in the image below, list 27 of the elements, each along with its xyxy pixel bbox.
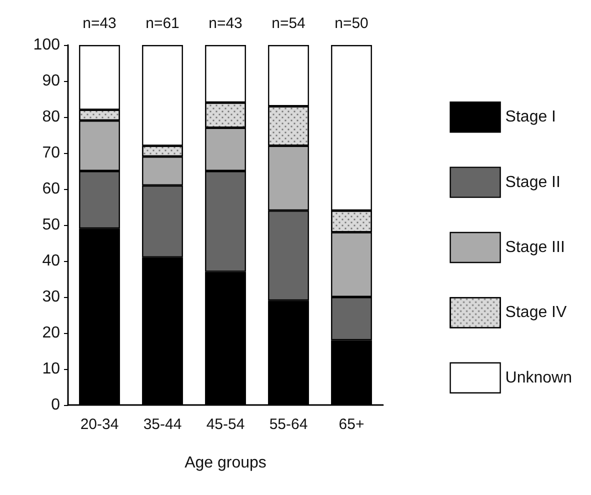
y-tick-label: 50 <box>42 216 60 234</box>
legend-label: Stage IV <box>505 304 567 322</box>
y-tick-label: 80 <box>42 108 60 126</box>
x-tick-label: 20-34 <box>80 416 119 433</box>
legend-label: Stage II <box>505 174 560 191</box>
y-tick-label: 10 <box>42 360 60 378</box>
x-tick-label: 35-44 <box>143 416 182 433</box>
x-tick-label: 55-64 <box>269 416 308 433</box>
y-tick-label: 40 <box>42 252 60 270</box>
y-tick-label: 20 <box>42 324 60 342</box>
annotation: n=43 <box>82 15 116 32</box>
annotation: n=54 <box>272 15 306 32</box>
legend-label: Stage III <box>505 239 565 256</box>
legend-label: Stage I <box>505 108 556 126</box>
y-tick-label: 100 <box>33 36 60 54</box>
annotation: n=43 <box>208 15 242 32</box>
x-axis-title: Age groups <box>184 454 266 472</box>
legend-label: Unknown <box>505 369 572 386</box>
y-tick-label: 60 <box>42 180 60 198</box>
x-tick-label: 65+ <box>338 416 364 433</box>
y-tick-label: 30 <box>42 288 60 306</box>
y-tick-label: 70 <box>42 144 60 162</box>
y-tick-label: 0 <box>51 396 60 414</box>
x-tick-label: 45-54 <box>206 416 245 433</box>
annotation: n=61 <box>146 15 180 32</box>
annotation: n=50 <box>334 15 368 32</box>
y-tick-label: 90 <box>42 72 60 90</box>
